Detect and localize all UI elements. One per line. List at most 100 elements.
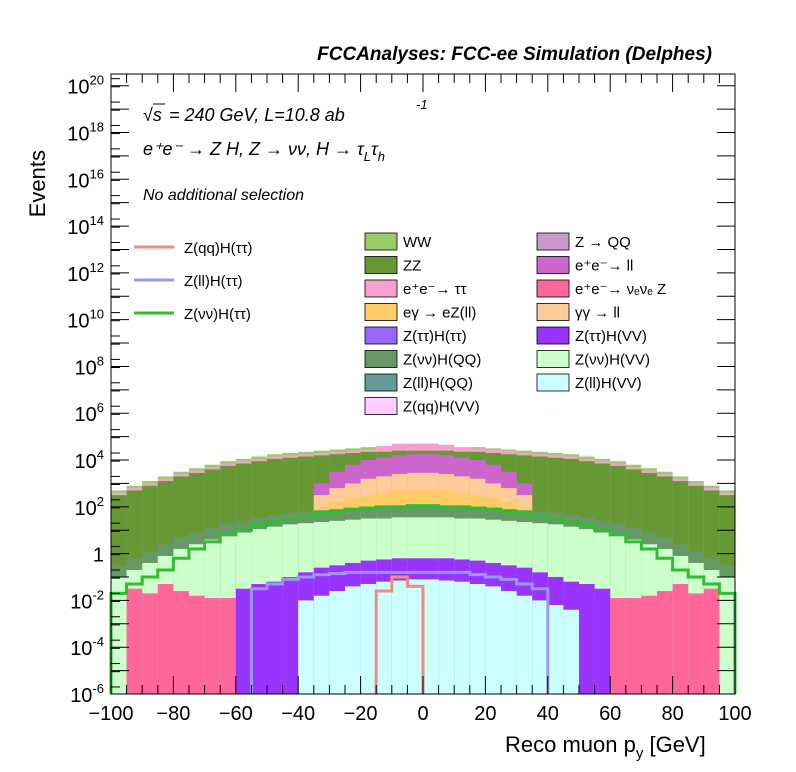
background-legend-entry: Z(ll)H(VV) — [536, 373, 642, 392]
legend-swatch — [536, 256, 570, 274]
background-legend-entry: eγ → eZ(ll) — [364, 303, 476, 322]
sqrt-s-symbol: √s — [143, 105, 162, 125]
background-legend-entry: e⁺e⁻→ ττ — [364, 279, 467, 298]
bar — [111, 577, 127, 694]
y-tick-label: 10-2 — [70, 587, 104, 613]
background-legend-entry: e⁺e⁻→ ll — [536, 256, 633, 275]
legend-swatch — [364, 279, 398, 298]
signal-line-0 — [109, 504, 737, 694]
process-label-main: e⁺e⁻ → Z H, Z → νν, H → τ — [143, 139, 365, 159]
legend-label: ZZ — [403, 258, 421, 275]
x-axis-label-main: Reco muon p — [505, 732, 636, 757]
bar — [532, 600, 548, 694]
y-tick-label: 106 — [75, 400, 104, 426]
chart-title: FCCAnalyses: FCC-ee Simulation (Delphes) — [317, 44, 712, 65]
process-label-sub1: L — [364, 149, 371, 164]
y-axis-ticks: 10-6 10-4 10-2 1 102 104 106 108 1010 1012 1014 101… — [67, 73, 735, 707]
bar — [469, 584, 486, 694]
x-tick-label: −60 — [219, 703, 253, 725]
signal-line-1 — [249, 570, 550, 694]
energy-annotation: √s = 240 GeV, L=10.8 ab -1 — [143, 97, 428, 125]
background-legend-entry: Z(νν)H(VV) — [536, 350, 650, 369]
legend-swatch — [364, 326, 398, 345]
bar — [142, 593, 158, 694]
bar — [516, 595, 533, 694]
process-label-mid: τ — [371, 139, 379, 159]
signal-line-2 — [374, 575, 425, 694]
legend-label: Z(ll)H(VV) — [575, 375, 642, 392]
bar — [376, 581, 392, 694]
y-tick-label: 1012 — [67, 260, 104, 286]
stacked-histogram-bars — [111, 443, 735, 694]
legend-swatch — [536, 232, 570, 251]
y-tick-label: 1016 — [67, 166, 104, 192]
y-tick-label: 104 — [75, 447, 104, 473]
bar — [625, 598, 642, 694]
y-axis-label: Events — [25, 150, 50, 217]
legend-label: eγ → eZ(ll) — [403, 305, 476, 322]
legend-label: e⁺e⁻→ ll — [575, 258, 633, 275]
bar — [454, 581, 470, 694]
background-legend-entry: Z(ττ)H(VV) — [536, 326, 647, 345]
signal-lines — [109, 504, 737, 694]
x-tick-label: 20 — [474, 703, 496, 725]
legend-swatch — [536, 326, 570, 345]
legend-label: Z(qq)H(ττ) — [184, 240, 253, 257]
bar — [579, 584, 595, 694]
signal-legend-entry: Z(νν)H(ττ) — [134, 306, 251, 323]
signal-legend-entry: Z(ll)H(ττ) — [134, 273, 243, 290]
legend-label: γγ → ll — [575, 305, 620, 322]
process-label-sub2: h — [378, 149, 385, 164]
bar — [423, 579, 439, 694]
bar — [657, 591, 673, 694]
x-tick-label: 0 — [417, 703, 428, 725]
x-tick-label: 100 — [718, 703, 751, 725]
legend-label: Z(νν)H(VV) — [575, 352, 650, 369]
bar — [235, 588, 252, 694]
bar — [282, 577, 299, 694]
background-legend-entry: ZZ — [364, 256, 421, 275]
legend-swatch — [536, 303, 570, 321]
bar — [189, 595, 205, 694]
legend-label: Z(ll)H(QQ) — [403, 375, 473, 392]
y-tick-label: 108 — [75, 353, 104, 379]
x-tick-label: −100 — [88, 703, 133, 725]
bar — [329, 591, 345, 694]
bar — [641, 595, 657, 694]
y-tick-label: 1010 — [67, 307, 104, 333]
selection-label: No additional selection — [143, 187, 304, 204]
energy-label-sup: -1 — [416, 97, 428, 112]
legend-label: Z → QQ — [575, 234, 631, 251]
legend-swatch — [364, 350, 398, 368]
bar — [501, 591, 517, 694]
x-axis-label: Reco muon py [GeV] — [505, 732, 706, 762]
legend-swatch — [536, 373, 570, 392]
y-tick-label: 1018 — [67, 119, 104, 145]
legend-label: e⁺e⁻→ ττ — [403, 281, 467, 298]
legend-swatch — [364, 373, 398, 392]
y-tick-label: 102 — [75, 494, 104, 520]
bar — [204, 598, 221, 694]
y-tick-label: 10-6 — [70, 681, 104, 707]
background-legend-entry: e⁺e⁻→ νₑνₑ Z — [536, 279, 666, 298]
legend-swatch — [536, 350, 570, 368]
bar — [220, 598, 236, 694]
legend-label: WW — [403, 234, 432, 251]
signal-legend-entry: Z(qq)H(ττ) — [134, 240, 253, 257]
legend-swatch — [364, 303, 398, 321]
legend-label: Z(qq)H(VV) — [403, 399, 480, 416]
background-legend-entry: WW — [364, 232, 432, 251]
bar — [688, 593, 704, 694]
bar — [610, 598, 626, 694]
legend-label: Z(ττ)H(VV) — [575, 328, 647, 345]
bar — [563, 609, 579, 694]
bar — [703, 588, 720, 694]
x-tick-label: 80 — [661, 703, 683, 725]
x-tick-label: 60 — [599, 703, 621, 725]
bar — [485, 586, 501, 694]
x-axis-label-sub: y — [636, 745, 644, 762]
signal-legend: Z(qq)H(ττ) Z(ll)H(ττ) Z(νν)H(ττ) — [134, 240, 253, 323]
bar — [391, 580, 408, 694]
background-legend-entry: γγ → ll — [536, 303, 620, 322]
legend-swatch — [364, 256, 398, 274]
